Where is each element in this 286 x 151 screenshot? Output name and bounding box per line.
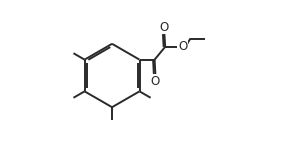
Text: O: O: [178, 40, 187, 53]
Text: O: O: [160, 21, 169, 34]
Text: O: O: [151, 75, 160, 88]
